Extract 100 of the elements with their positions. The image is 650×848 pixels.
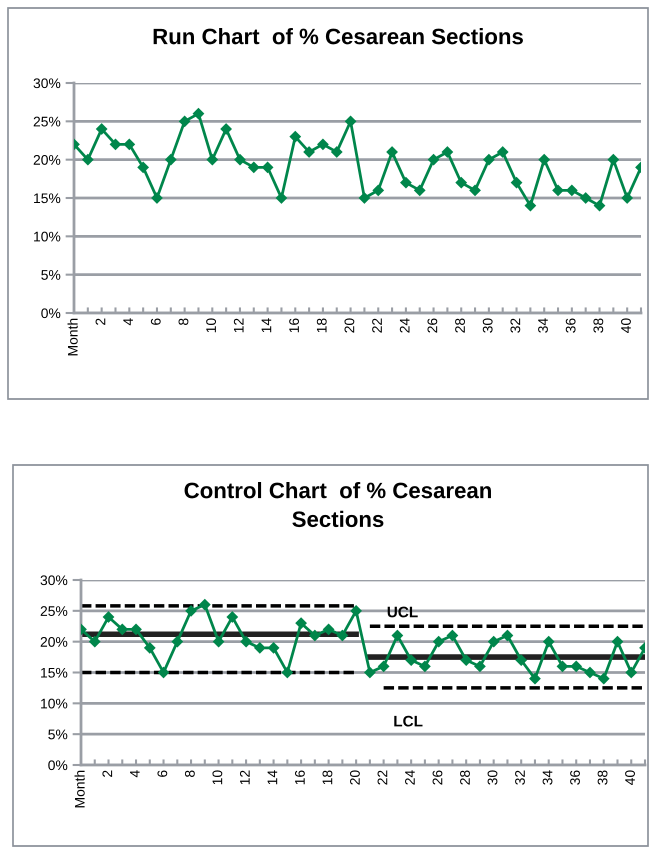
point (130, 624, 142, 635)
x-tick-label: 16 (289, 318, 299, 332)
point (234, 154, 246, 166)
point (124, 138, 135, 150)
point (179, 116, 190, 127)
x-tick-label: 32 (510, 318, 520, 333)
x-tick-label: 12 (240, 770, 250, 784)
x-tick-label: 20 (350, 770, 360, 785)
y-tick-label: 15% (34, 193, 60, 204)
point (474, 660, 486, 672)
y-tick-label: 20% (40, 637, 68, 647)
x-tick-label: 34 (542, 770, 552, 785)
point (386, 146, 398, 158)
point (524, 200, 536, 212)
x-tick-label: Month (68, 318, 78, 356)
point (488, 636, 500, 648)
point (406, 654, 417, 666)
x-tick-label: 8 (178, 318, 188, 325)
point (254, 642, 266, 654)
point (212, 636, 224, 648)
y-tick-label: 0% (41, 308, 60, 318)
point (331, 146, 342, 158)
point (460, 654, 472, 666)
x-tick-label: 26 (432, 770, 442, 785)
point (469, 184, 481, 196)
point (192, 108, 204, 120)
point (358, 192, 370, 204)
x-tick-label: 40 (621, 318, 631, 333)
x-tick-label: 24 (405, 770, 415, 785)
y-tick-label: 5% (48, 730, 68, 740)
point (295, 618, 307, 629)
point (240, 636, 252, 648)
point (82, 154, 94, 166)
x-tick-label: Month (74, 770, 85, 808)
point (248, 162, 260, 173)
point (516, 654, 527, 666)
x-tick-label: 4 (130, 770, 140, 778)
point (612, 636, 624, 648)
point (608, 154, 619, 166)
x-tick-label: 34 (538, 318, 548, 333)
point (510, 177, 522, 188)
point (110, 138, 122, 150)
point (442, 146, 453, 158)
x-tick-label: 22 (372, 318, 382, 333)
y-tick-label: 30% (34, 78, 60, 88)
point (158, 666, 170, 678)
point (566, 184, 578, 196)
point (336, 630, 348, 642)
point (446, 630, 458, 642)
x-tick-label: 40 (625, 770, 635, 785)
point (185, 605, 197, 616)
point (317, 138, 329, 150)
point (372, 184, 384, 196)
point (400, 177, 412, 188)
chart-title: Control Chart of % Cesarean Sections (184, 482, 491, 528)
point (538, 154, 550, 166)
point (552, 184, 564, 196)
point (138, 162, 149, 173)
x-tick-label: 30 (482, 318, 493, 333)
x-tick-label: 16 (294, 770, 305, 784)
point (364, 666, 376, 678)
point (102, 611, 114, 623)
point (419, 660, 431, 672)
y-tick-label: 30% (40, 575, 68, 586)
x-tick-label: 2 (96, 318, 106, 325)
y-tick-label: 10% (41, 698, 68, 709)
point (206, 154, 218, 166)
x-tick-label: 4 (123, 318, 133, 326)
chart-title: Run Chart of % Cesarean Sections (154, 28, 523, 44)
point (151, 192, 163, 204)
x-tick-label: 6 (150, 318, 161, 325)
point (323, 624, 334, 635)
point (276, 192, 288, 204)
point (483, 154, 494, 166)
point (226, 611, 238, 623)
x-tick-label: 36 (570, 770, 580, 785)
x-tick-label: 18 (322, 770, 332, 784)
point (428, 154, 440, 166)
point (594, 200, 606, 212)
x-tick-label: 2 (102, 770, 112, 777)
point (570, 660, 582, 672)
point (626, 666, 637, 678)
annotation: UCL (388, 606, 418, 618)
x-tick-label: 36 (566, 318, 576, 333)
x-tick-label: 14 (262, 318, 272, 332)
point (497, 146, 508, 158)
point (502, 630, 514, 642)
x-tick-label: 30 (488, 770, 498, 785)
point (89, 636, 100, 648)
x-tick-label: 22 (378, 770, 388, 785)
x-tick-label: 26 (427, 318, 438, 333)
x-tick-label: 28 (460, 770, 470, 785)
point (199, 599, 210, 610)
y-tick-label: 5% (41, 270, 60, 280)
x-tick-label: 24 (400, 318, 410, 333)
x-tick-label: 10 (212, 770, 222, 784)
point (556, 660, 568, 672)
point (116, 624, 128, 635)
point (220, 123, 232, 135)
point (622, 192, 633, 204)
